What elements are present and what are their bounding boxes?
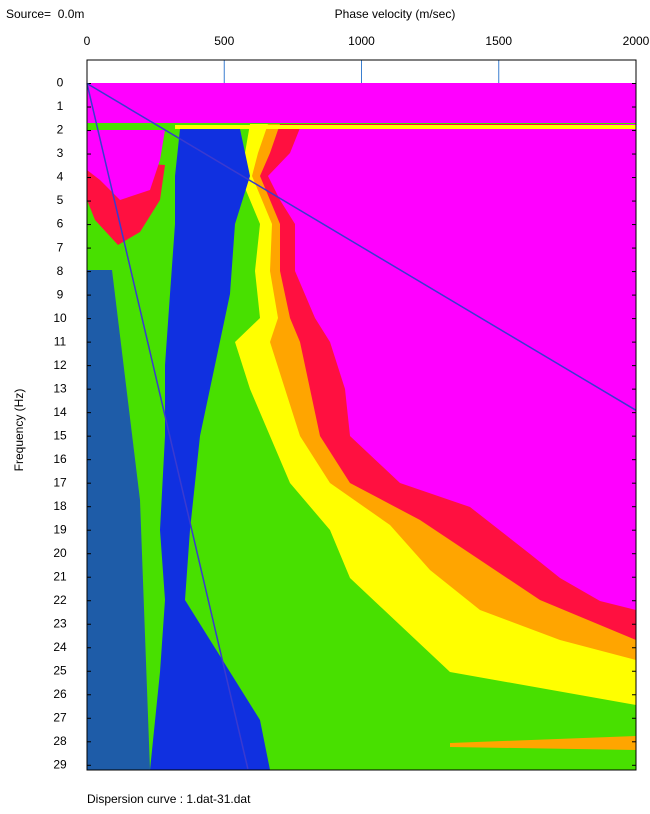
y-tick-label: 2 — [57, 123, 64, 137]
y-tick-label: 15 — [53, 428, 67, 442]
y-tick-label: 17 — [53, 475, 67, 489]
y-tick-label: 28 — [53, 734, 67, 748]
y-tick-label: 23 — [53, 616, 67, 630]
x-tick-label: 2000 — [623, 34, 650, 48]
x-tick-label: 0 — [84, 34, 91, 48]
y-tick-label: 7 — [57, 240, 64, 254]
y-tick-label: 29 — [53, 757, 67, 771]
x-axis-title: Phase velocity (m/sec) — [335, 7, 456, 21]
y-tick-label: 22 — [53, 593, 67, 607]
source-label: Source= 0.0m — [6, 7, 84, 21]
y-tick-label: 16 — [53, 452, 67, 466]
y-tick-label: 25 — [53, 663, 67, 677]
y-tick-label: 27 — [53, 710, 67, 724]
y-tick-label: 18 — [53, 499, 67, 513]
plot-frame — [86, 59, 637, 771]
x-tick-label: 1000 — [348, 34, 375, 48]
y-tick-label: 4 — [57, 170, 64, 184]
y-tick-label: 13 — [53, 381, 67, 395]
y-tick-label: 0 — [57, 76, 64, 90]
x-tick-label: 1500 — [485, 34, 512, 48]
y-tick-label: 24 — [53, 640, 67, 654]
y-tick-label: 3 — [57, 146, 64, 160]
curve-line — [86, 83, 249, 769]
y-tick-label: 5 — [57, 193, 64, 207]
y-tick-label: 26 — [53, 687, 67, 701]
y-tick-label: 6 — [57, 217, 64, 231]
y-tick-label: 21 — [53, 569, 67, 583]
y-tick-label: 8 — [57, 264, 64, 278]
y-tick-label: 19 — [53, 522, 67, 536]
dispersion-image — [87, 83, 636, 770]
y-tick-label: 9 — [57, 287, 64, 301]
x-tick-label: 500 — [214, 34, 234, 48]
caption: Dispersion curve : 1.dat-31.dat — [87, 792, 251, 806]
y-tick-label: 11 — [54, 334, 67, 348]
y-tick-label: 20 — [53, 546, 67, 560]
y-tick-label: 12 — [53, 358, 67, 372]
y-tick-label: 10 — [53, 311, 67, 325]
curve-line — [86, 82, 637, 411]
y-tick-label: 14 — [53, 405, 67, 419]
y-axis-title: Frequency (Hz) — [12, 389, 26, 472]
y-tick-label: 1 — [57, 99, 64, 113]
